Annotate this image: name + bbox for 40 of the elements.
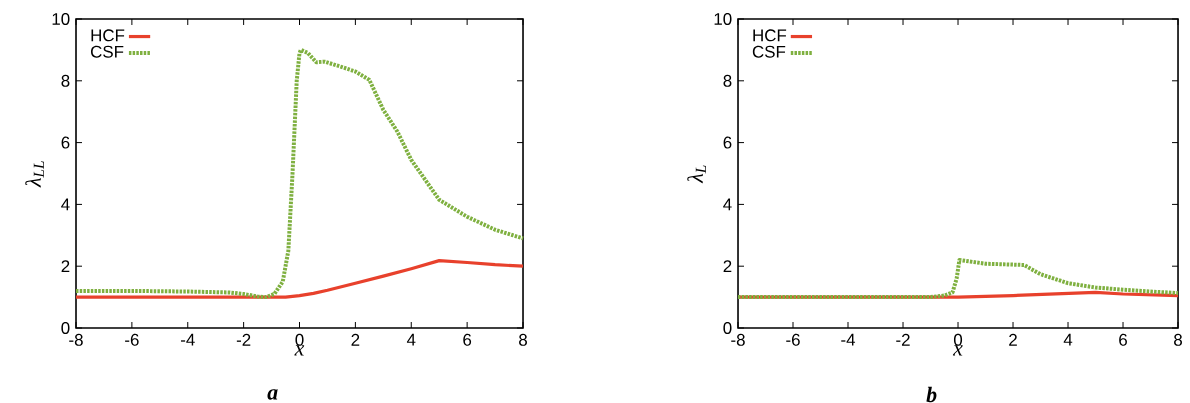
legend-label: CSF xyxy=(90,45,124,58)
x-tick-label: 8 xyxy=(519,333,527,346)
x-tick-label: -6 xyxy=(125,333,139,346)
x-tick-label: -8 xyxy=(69,333,83,346)
x-axis-title: x xyxy=(294,345,305,356)
x-tick-label: 4 xyxy=(1063,333,1073,346)
y-tick-label: 4 xyxy=(723,198,732,211)
y-tick-label: 6 xyxy=(723,136,732,149)
x-tick-label: 8 xyxy=(1174,333,1182,346)
text: a xyxy=(267,389,278,400)
x-tick-label: 4 xyxy=(406,333,416,346)
x-tick-label: -6 xyxy=(786,333,800,346)
x-tick-label: -2 xyxy=(896,333,910,346)
legend-label: HCF xyxy=(91,29,125,42)
x-tick-label: -8 xyxy=(731,333,745,346)
x-tick-label: -2 xyxy=(236,333,251,346)
x-axis-title: x xyxy=(952,345,963,356)
x-tick-label: 2 xyxy=(351,333,360,346)
y-axis-title: λ$_{LL}$ xyxy=(25,161,44,188)
text: b xyxy=(926,386,937,403)
x-tick-label: 6 xyxy=(463,333,472,346)
y-tick-label: 6 xyxy=(61,136,70,149)
x-tick-label: -4 xyxy=(180,333,195,346)
y-tick-label: 2 xyxy=(723,260,732,273)
y-axis-title: λ$_{L}$ xyxy=(687,165,706,184)
x-tick-label: 0 xyxy=(953,333,963,346)
x-tick-label: 2 xyxy=(1009,333,1017,346)
y-tick-label: 0 xyxy=(723,322,732,334)
y-tick-label: 10 xyxy=(52,13,70,25)
y-tick-label: 10 xyxy=(714,13,732,25)
x-tick-label: 6 xyxy=(1119,333,1127,346)
y-tick-label: 0 xyxy=(61,322,70,334)
y-tick-label: 2 xyxy=(61,260,70,273)
legend-label: HCF xyxy=(753,29,787,42)
x-tick-label: -4 xyxy=(841,333,856,346)
y-tick-label: 4 xyxy=(61,198,70,211)
y-tick-label: 8 xyxy=(61,74,70,87)
y-tick-label: 8 xyxy=(723,74,732,87)
legend-label: CSF xyxy=(752,45,786,58)
x-tick-label: 0 xyxy=(295,333,304,346)
